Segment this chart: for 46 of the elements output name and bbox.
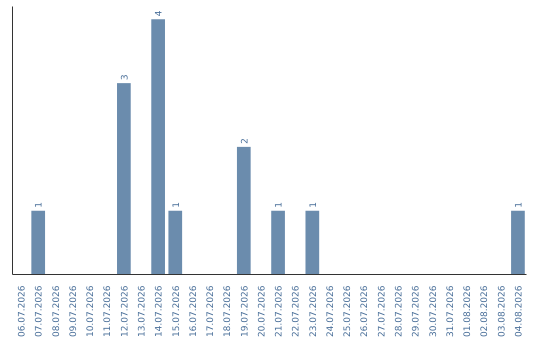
x-tick-label: 01.08.2026: [463, 285, 474, 338]
x-tick-label: 25.07.2026: [343, 285, 354, 338]
x-tick-label: 12.07.2026: [120, 285, 130, 338]
bar: [117, 83, 131, 274]
data-label: 1: [274, 202, 285, 208]
data-label: 3: [120, 74, 130, 80]
data-label: 1: [308, 202, 319, 208]
data-label: 1: [34, 202, 45, 208]
bar: [271, 210, 285, 274]
x-tick-label: 04.08.2026: [514, 285, 524, 338]
bar: [31, 210, 46, 274]
data-label: 4: [154, 10, 165, 16]
x-tick-label: 30.07.2026: [428, 285, 439, 338]
data-label: 1: [514, 202, 524, 208]
x-tick-label: 16.07.2026: [188, 285, 199, 338]
x-tick-label: 22.07.2026: [292, 285, 302, 338]
x-tick-label: 18.07.2026: [223, 285, 234, 338]
data-label: 2: [240, 138, 250, 144]
x-tick-label: 23.07.2026: [308, 285, 319, 338]
x-tick-label: 21.07.2026: [274, 285, 285, 338]
x-tick-label: 17.07.2026: [206, 285, 216, 338]
x-tick-label: 14.07.2026: [154, 285, 165, 338]
x-tick-label: 24.07.2026: [326, 285, 336, 338]
bar: [168, 210, 182, 274]
bar: [236, 146, 251, 274]
x-tick-label: 29.07.2026: [412, 285, 422, 338]
x-tick-label: 07.07.2026: [34, 285, 45, 338]
x-tick-label: 11.07.2026: [103, 285, 114, 338]
bar: [305, 210, 320, 274]
x-tick-label: 28.07.2026: [394, 285, 404, 338]
data-label: 1: [172, 202, 182, 208]
x-tick-label: 02.08.2026: [480, 285, 490, 338]
x-tick-label: 08.07.2026: [52, 285, 62, 338]
x-tick-label: 09.07.2026: [68, 285, 79, 338]
x-tick-label: 10.07.2026: [86, 285, 96, 338]
x-tick-label: 27.07.2026: [377, 285, 388, 338]
bar: [511, 210, 525, 274]
x-tick-label: 03.08.2026: [497, 285, 508, 338]
x-tick-label: 15.07.2026: [172, 285, 182, 338]
x-tick-label: 20.07.2026: [257, 285, 268, 338]
x-tick-label: 06.07.2026: [18, 285, 28, 338]
bar: [151, 19, 165, 274]
x-tick-label: 19.07.2026: [240, 285, 250, 338]
x-tick-label: 13.07.2026: [138, 285, 148, 338]
x-tick-label: 26.07.2026: [360, 285, 370, 338]
x-tick-label: 31.07.2026: [446, 285, 456, 338]
